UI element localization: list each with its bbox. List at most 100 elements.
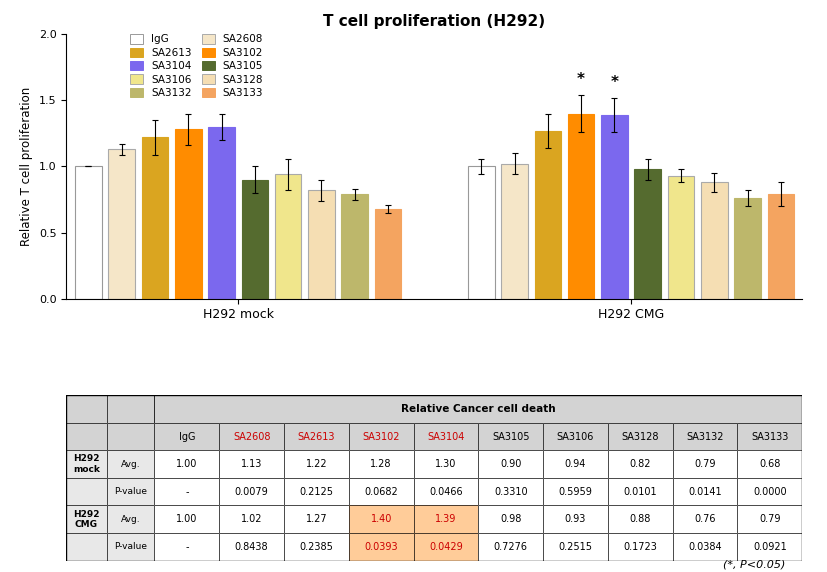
Text: 1.02: 1.02 <box>241 514 262 525</box>
Bar <box>414 423 478 450</box>
Bar <box>107 395 155 423</box>
Text: 0.7276: 0.7276 <box>494 542 528 552</box>
FancyBboxPatch shape <box>284 423 349 450</box>
Text: 0.79: 0.79 <box>695 459 716 469</box>
FancyBboxPatch shape <box>66 395 107 423</box>
Bar <box>284 478 349 506</box>
Text: 1.22: 1.22 <box>306 459 327 469</box>
FancyBboxPatch shape <box>738 478 802 506</box>
FancyBboxPatch shape <box>155 395 802 423</box>
Text: 0.0079: 0.0079 <box>235 487 269 496</box>
Text: 0.93: 0.93 <box>565 514 586 525</box>
Bar <box>349 423 414 450</box>
FancyBboxPatch shape <box>738 506 802 533</box>
Bar <box>634 169 661 299</box>
Bar <box>241 180 268 299</box>
Bar <box>66 478 107 506</box>
Bar <box>66 533 107 561</box>
FancyBboxPatch shape <box>284 533 349 561</box>
FancyBboxPatch shape <box>543 533 608 561</box>
Text: 0.88: 0.88 <box>629 514 651 525</box>
Bar <box>738 533 802 561</box>
Text: 0.98: 0.98 <box>500 514 521 525</box>
Bar <box>155 533 219 561</box>
Text: 0.0921: 0.0921 <box>753 542 786 552</box>
FancyBboxPatch shape <box>284 450 349 478</box>
FancyBboxPatch shape <box>478 506 543 533</box>
Bar <box>107 423 155 450</box>
Text: *: * <box>610 75 619 90</box>
FancyBboxPatch shape <box>543 478 608 506</box>
Bar <box>175 129 202 299</box>
Bar <box>342 194 368 299</box>
Text: Avg.: Avg. <box>121 515 141 524</box>
Text: 1.30: 1.30 <box>435 459 457 469</box>
Bar <box>107 478 155 506</box>
FancyBboxPatch shape <box>219 533 284 561</box>
FancyBboxPatch shape <box>608 450 672 478</box>
Text: 0.79: 0.79 <box>759 514 781 525</box>
Bar <box>568 114 595 299</box>
Text: 0.3310: 0.3310 <box>494 487 528 496</box>
Text: -: - <box>185 542 189 552</box>
Bar <box>543 423 608 450</box>
Text: H292
CMG: H292 CMG <box>73 510 99 529</box>
Bar <box>66 450 107 478</box>
FancyBboxPatch shape <box>219 450 284 478</box>
Bar <box>608 506 672 533</box>
Bar <box>672 478 738 506</box>
Text: 0.94: 0.94 <box>565 459 586 469</box>
FancyBboxPatch shape <box>66 506 107 533</box>
Text: 1.13: 1.13 <box>241 459 262 469</box>
FancyBboxPatch shape <box>414 533 478 561</box>
FancyBboxPatch shape <box>349 533 414 561</box>
Bar <box>738 423 802 450</box>
Text: SA3106: SA3106 <box>557 432 594 442</box>
Bar <box>501 164 528 299</box>
FancyBboxPatch shape <box>349 506 414 533</box>
FancyBboxPatch shape <box>219 423 284 450</box>
Text: P-value: P-value <box>114 487 147 496</box>
FancyBboxPatch shape <box>543 506 608 533</box>
FancyBboxPatch shape <box>738 533 802 561</box>
FancyBboxPatch shape <box>414 450 478 478</box>
Bar <box>108 149 135 299</box>
FancyBboxPatch shape <box>284 478 349 506</box>
Bar <box>155 478 219 506</box>
Bar <box>738 478 802 506</box>
Bar <box>219 478 284 506</box>
Bar <box>543 450 608 478</box>
Y-axis label: Relative T cell proliferation: Relative T cell proliferation <box>20 87 33 246</box>
Bar <box>275 174 301 299</box>
Text: SA3133: SA3133 <box>751 432 788 442</box>
Text: SA3104: SA3104 <box>428 432 465 442</box>
FancyBboxPatch shape <box>107 423 155 450</box>
Text: SA2613: SA2613 <box>298 432 335 442</box>
Text: SA2608: SA2608 <box>233 432 270 442</box>
Bar <box>284 423 349 450</box>
FancyBboxPatch shape <box>608 506 672 533</box>
Text: 0.0101: 0.0101 <box>624 487 657 496</box>
Text: 0.0393: 0.0393 <box>365 542 398 552</box>
Text: 1.27: 1.27 <box>306 514 327 525</box>
FancyBboxPatch shape <box>478 478 543 506</box>
Bar <box>349 478 414 506</box>
Bar <box>478 423 543 450</box>
FancyBboxPatch shape <box>738 450 802 478</box>
Bar <box>414 533 478 561</box>
FancyBboxPatch shape <box>478 533 543 561</box>
Bar <box>155 506 219 533</box>
FancyBboxPatch shape <box>349 423 414 450</box>
Text: Relative Cancer cell death: Relative Cancer cell death <box>401 404 556 414</box>
Bar <box>478 506 543 533</box>
Bar <box>608 423 672 450</box>
FancyBboxPatch shape <box>107 395 155 423</box>
FancyBboxPatch shape <box>543 423 608 450</box>
Bar <box>414 478 478 506</box>
FancyBboxPatch shape <box>107 533 155 561</box>
FancyBboxPatch shape <box>155 450 219 478</box>
Text: 0.0141: 0.0141 <box>688 487 722 496</box>
Bar <box>284 506 349 533</box>
Text: SA3102: SA3102 <box>362 432 400 442</box>
Bar <box>107 450 155 478</box>
